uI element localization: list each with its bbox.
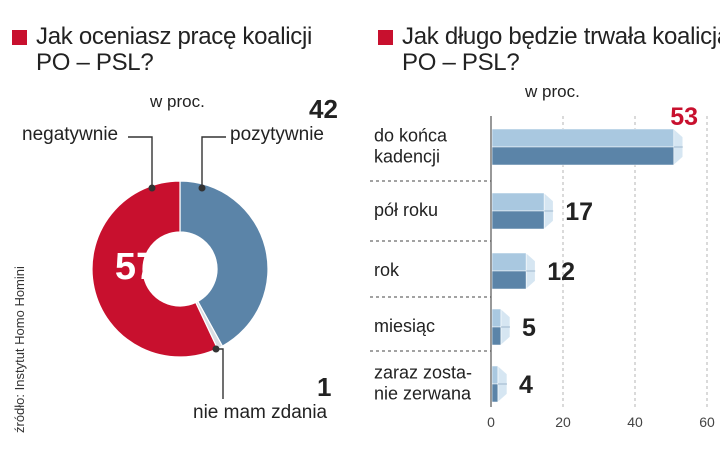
bar-value-label-3: 12 — [547, 258, 575, 286]
leader-line-positive — [201, 136, 226, 188]
bar-title-text: Jak długo będzie trwała koalicja PO – PS… — [402, 23, 720, 76]
label-negative: negatywnie — [22, 124, 119, 145]
bar-front-face — [491, 270, 527, 290]
label-no-opinion: nie mam zdania — [193, 402, 328, 423]
category-label-2-line-1: pół roku — [374, 200, 438, 220]
x-tick-label-0: 0 — [487, 414, 495, 430]
category-label-1-line-2: kadencji — [374, 147, 440, 167]
leader-line-no-opinion — [214, 348, 224, 399]
bar-2 — [491, 192, 554, 230]
bar-value-label-4: 5 — [522, 314, 536, 342]
bar-value-label-2: 17 — [565, 198, 593, 226]
bar-value-label-5: 4 — [519, 371, 533, 399]
value-negative: 57 — [115, 246, 157, 288]
leader-dot-no-opinion — [212, 345, 220, 353]
title-marker-square-2 — [378, 30, 393, 45]
bar-unit-label: w proc. — [525, 82, 580, 101]
category-label-5-line-2: nie zerwana — [374, 384, 472, 404]
bar-top-face — [491, 308, 502, 328]
pie-title: Jak oceniasz pracę koalicji PO – PSL? — [12, 24, 346, 76]
bar-5 — [491, 365, 508, 403]
category-label-5-line-1: zaraz zosta- — [374, 363, 472, 383]
bar-top-face — [491, 192, 545, 212]
donut-slice-negative — [91, 180, 219, 358]
value-no-opinion: 1 — [317, 372, 332, 402]
bar-front-face — [491, 146, 675, 166]
source-note: źródło: Instytut Homo Homini — [12, 266, 27, 433]
bar-1 — [491, 128, 684, 166]
x-tick-label-20: 20 — [555, 414, 571, 430]
bar-front-face — [491, 210, 545, 230]
title-marker-square — [12, 30, 27, 45]
leader-line-negative — [128, 136, 153, 188]
label-positive: pozytywnie — [230, 124, 324, 145]
bar-4 — [491, 308, 511, 346]
bar-top-face — [491, 365, 499, 385]
category-label-1-line-1: do końca — [374, 126, 448, 146]
pie-unit-label: w proc. — [150, 92, 205, 111]
bar-top-face — [491, 128, 675, 148]
donut-slice-positive — [179, 180, 269, 347]
leader-dot-positive — [198, 184, 206, 192]
category-label-3-line-1: rok — [374, 260, 400, 280]
bar-front-face — [491, 383, 499, 403]
bar-top-face — [491, 252, 527, 272]
bar-title: Jak długo będzie trwała koalicja PO – PS… — [378, 24, 720, 76]
pie-chart: 57 — [91, 136, 269, 399]
x-tick-label-60: 60 — [699, 414, 715, 430]
leader-dot-negative — [148, 184, 156, 192]
bar-3 — [491, 252, 536, 290]
bar-value-label-1: 53 — [670, 103, 698, 131]
pie-title-text: Jak oceniasz pracę koalicji PO – PSL? — [36, 23, 313, 76]
x-tick-label-40: 40 — [627, 414, 643, 430]
category-label-4-line-1: miesiąc — [374, 316, 435, 336]
value-positive: 42 — [309, 94, 338, 124]
bar-front-face — [491, 326, 502, 346]
